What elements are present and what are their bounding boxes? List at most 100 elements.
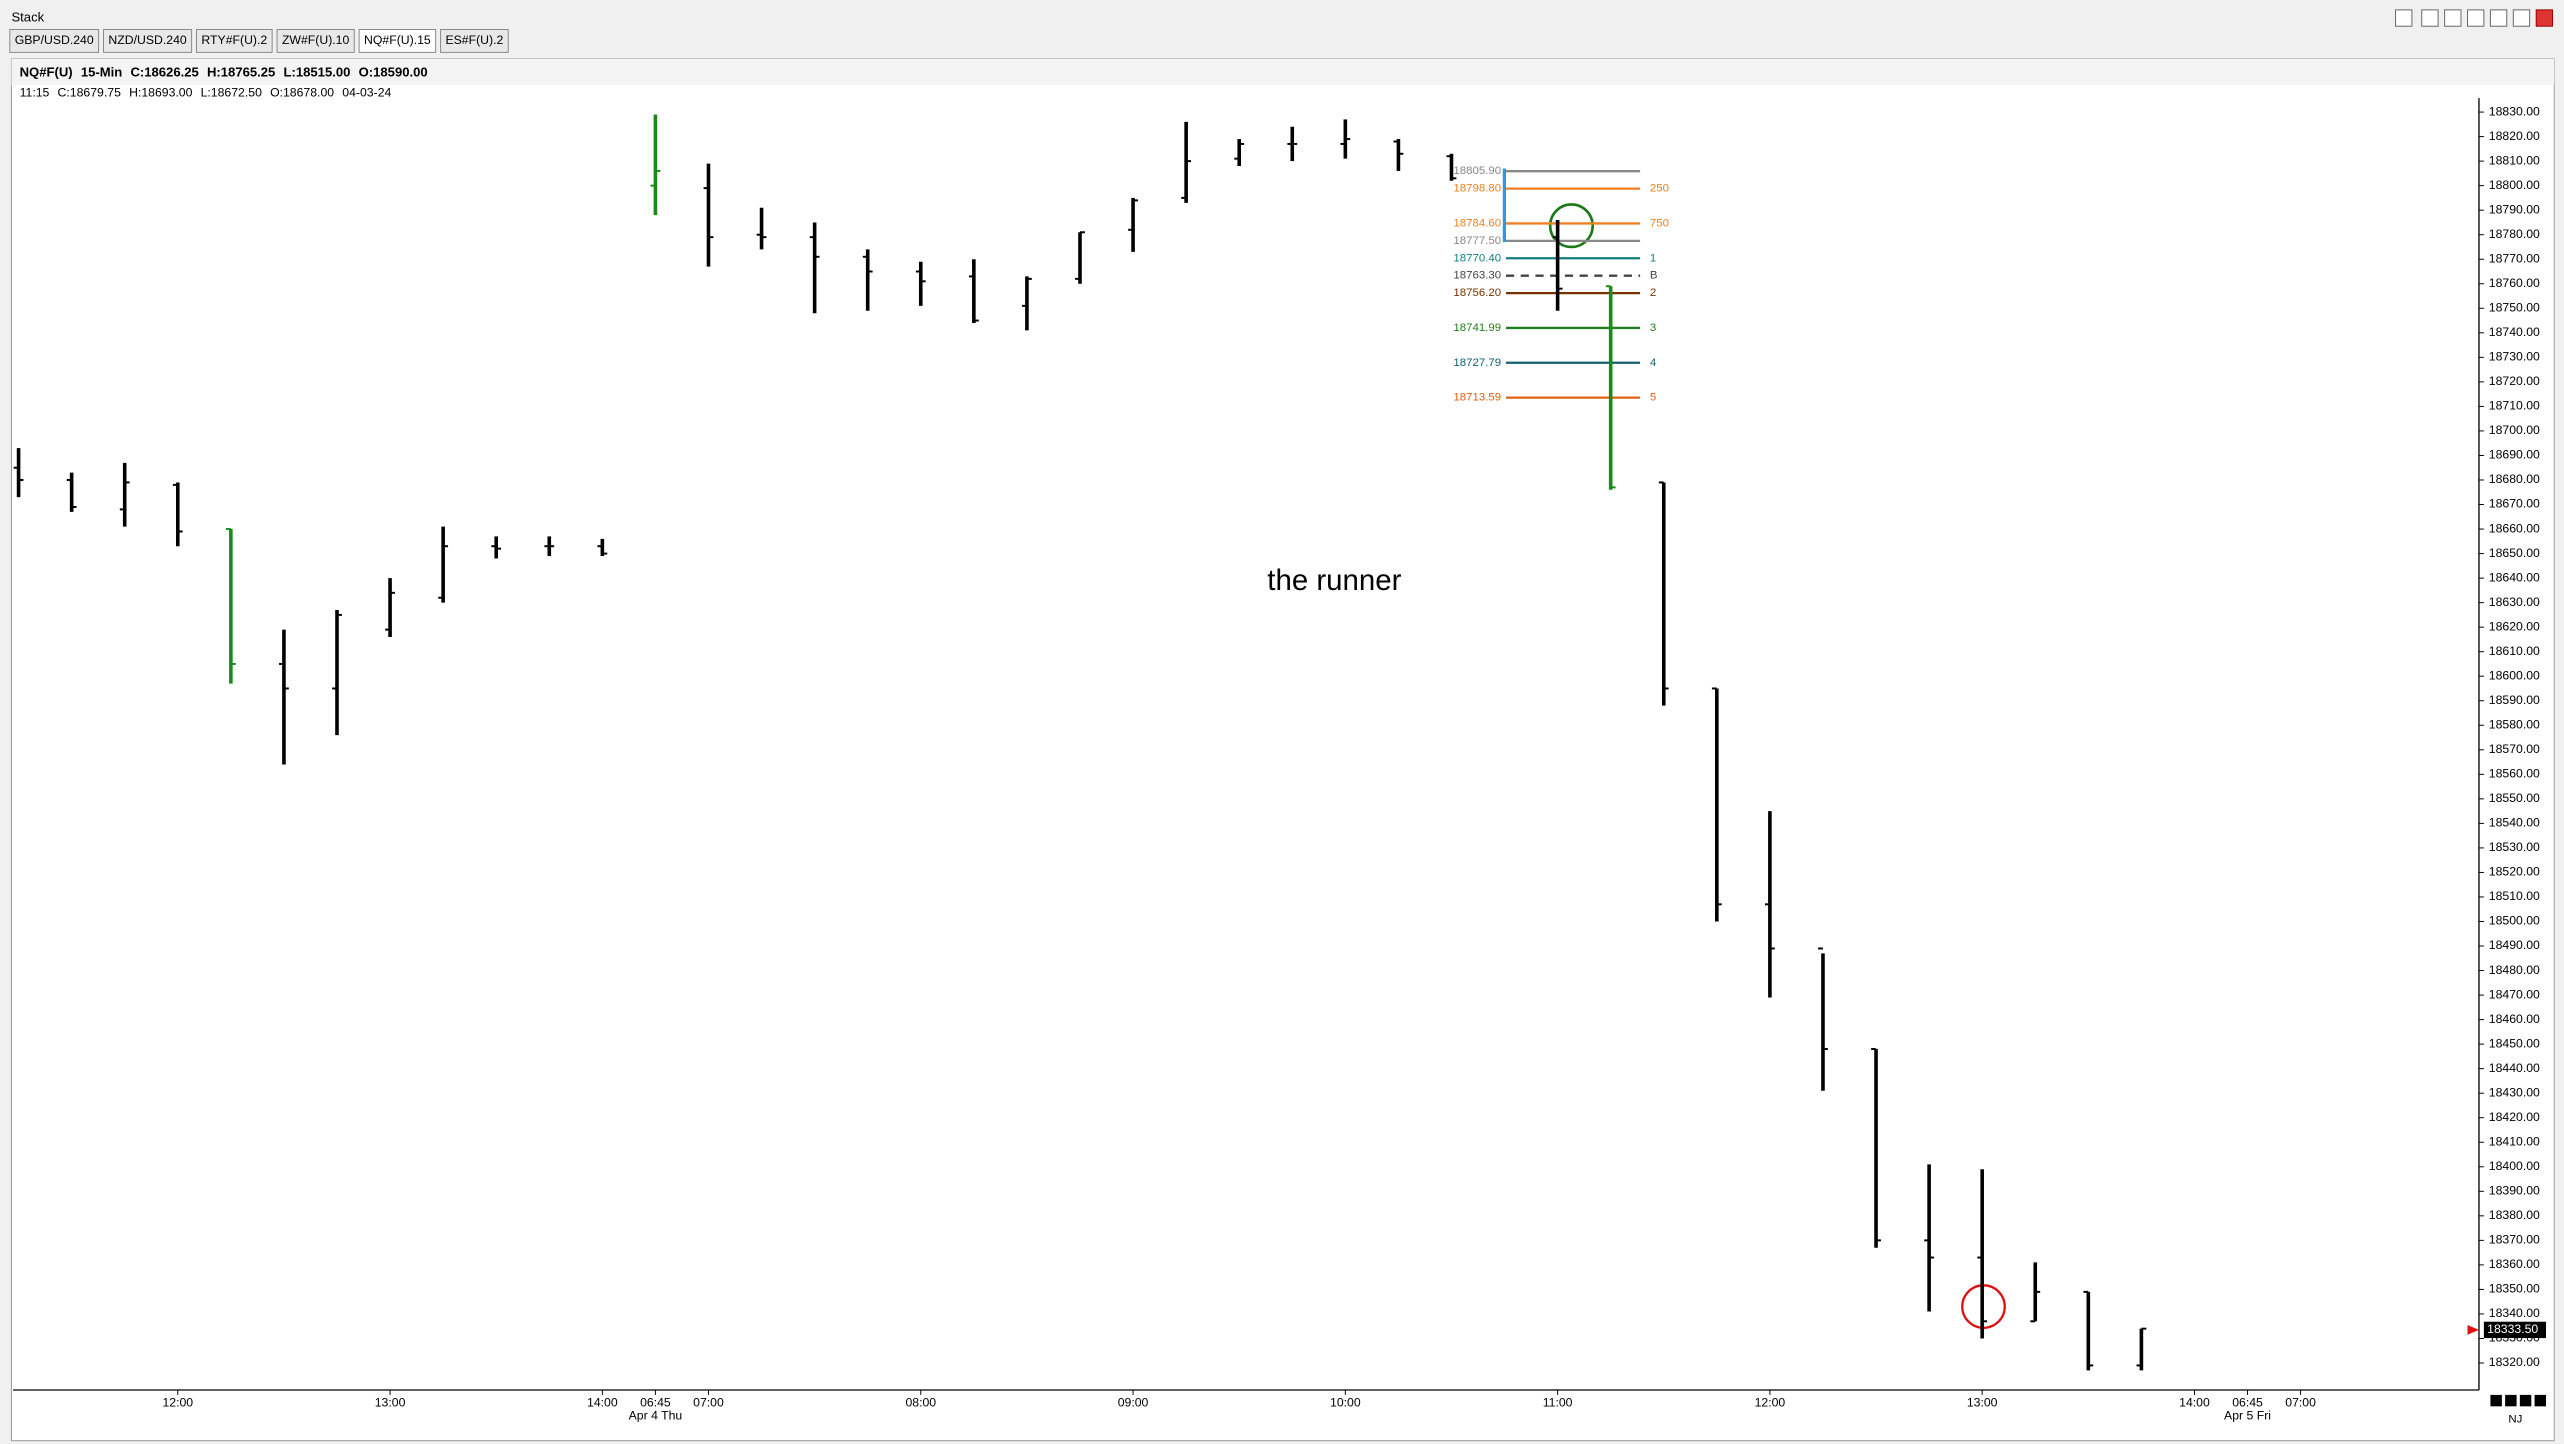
y-tick-label: 18430.00 (2489, 1085, 2540, 1099)
y-tick-label: 18400.00 (2489, 1159, 2540, 1173)
chart-panel (10, 58, 2555, 1442)
tab[interactable] (358, 29, 437, 53)
y-tick-label: 18530.00 (2489, 840, 2540, 854)
info-item: 04-03-24 (342, 85, 391, 99)
tab-label[interactable]: RTY#F(U).2 (201, 33, 267, 47)
y-tick-label: 18360.00 (2489, 1257, 2540, 1271)
level-tag: 3 (1650, 322, 1656, 334)
tab[interactable] (440, 29, 509, 53)
y-tick-label: 18760.00 (2489, 276, 2540, 290)
y-tick-label: 18460.00 (2489, 1012, 2540, 1026)
info-item: 11:15 (20, 85, 50, 99)
level-label: 18805.90 (1453, 165, 1501, 177)
y-tick-label: 18380.00 (2489, 1208, 2540, 1222)
x-tick-label: 10:00 (1330, 1395, 1361, 1409)
annotation: the runner (1267, 564, 1401, 597)
tab[interactable] (196, 29, 273, 53)
y-tick-label: 18650.00 (2489, 546, 2540, 560)
y-tick-label: 18480.00 (2489, 963, 2540, 977)
x-tick-label: 09:00 (1118, 1395, 1149, 1409)
y-tick-label: 18350.00 (2489, 1282, 2540, 1296)
level-tag: 250 (1650, 183, 1669, 195)
info-item: H:18693.00 (129, 85, 193, 99)
scroll-buttons[interactable] (2490, 1394, 2547, 1407)
window-controls[interactable] (2395, 9, 2554, 27)
info-item: NQ#F(U) (20, 65, 73, 80)
y-tick-label: 18700.00 (2489, 423, 2540, 437)
tab-label[interactable]: NZD/USD.240 (108, 33, 186, 47)
y-tick-label: 18660.00 (2489, 521, 2540, 535)
tab-label[interactable]: GBP/USD.240 (15, 33, 94, 47)
y-tick-label: 18560.00 (2489, 767, 2540, 781)
y-tick-label: 18620.00 (2489, 619, 2540, 633)
info-item: O:18678.00 (270, 85, 334, 99)
y-tick-label: 18710.00 (2489, 399, 2540, 413)
y-tick-label: 18520.00 (2489, 865, 2540, 879)
x-tick-label: 13:00 (375, 1395, 406, 1409)
x-tick-label: 12:00 (1755, 1395, 1786, 1409)
info-item: O:18590.00 (359, 65, 428, 80)
tab-label[interactable]: ZW#F(U).10 (282, 33, 350, 47)
y-tick-label: 18590.00 (2489, 693, 2540, 707)
level-label: 18777.50 (1453, 235, 1501, 247)
level-label: 18713.59 (1453, 392, 1501, 404)
x-tick-label: 14:00 (587, 1395, 618, 1409)
last-price-label: 18333.50 (2487, 1322, 2538, 1336)
tab[interactable] (103, 29, 193, 53)
y-tick-label: 18720.00 (2489, 374, 2540, 388)
y-tick-label: 18410.00 (2489, 1134, 2540, 1148)
x-tick-label: 11:00 (1543, 1395, 1573, 1409)
y-tick-label: 18500.00 (2489, 914, 2540, 928)
y-tick-label: 18770.00 (2489, 251, 2540, 265)
info-item: L:18515.00 (284, 65, 351, 80)
date-label: Apr 4 Thu (629, 1408, 683, 1422)
y-tick-label: 18600.00 (2489, 668, 2540, 682)
y-tick-label: 18470.00 (2489, 987, 2540, 1001)
tab[interactable] (276, 29, 355, 53)
x-tick-label: 07:00 (2285, 1395, 2316, 1409)
info-item: 15-Min (81, 65, 122, 80)
y-tick-label: 18680.00 (2489, 472, 2540, 486)
x-tick-label: 07:00 (693, 1395, 724, 1409)
y-tick-label: 18670.00 (2489, 497, 2540, 511)
level-tag: 750 (1650, 217, 1669, 229)
info-item: C:18679.75 (58, 85, 122, 99)
y-tick-label: 18370.00 (2489, 1233, 2540, 1247)
x-tick-label: 14:00 (2179, 1395, 2210, 1409)
level-label: 18784.60 (1453, 217, 1501, 229)
x-tick-label: 08:00 (905, 1395, 936, 1409)
y-tick-label: 18610.00 (2489, 644, 2540, 658)
y-tick-label: 18730.00 (2489, 350, 2540, 364)
y-tick-label: 18570.00 (2489, 742, 2540, 756)
y-tick-label: 18790.00 (2489, 202, 2540, 216)
date-label: Apr 5 Fri (2224, 1408, 2271, 1422)
y-tick-label: 18630.00 (2489, 595, 2540, 609)
y-tick-label: 18810.00 (2489, 153, 2540, 167)
info-bar (11, 58, 2555, 86)
y-tick-label: 18510.00 (2489, 889, 2540, 903)
x-tick-label: 13:00 (1967, 1395, 1998, 1409)
tab-label[interactable]: NQ#F(U).15 (364, 33, 431, 47)
y-tick-label: 18580.00 (2489, 718, 2540, 732)
tab[interactable] (9, 29, 100, 53)
y-tick-label: 18320.00 (2489, 1355, 2540, 1369)
y-tick-label: 18450.00 (2489, 1036, 2540, 1050)
tab-label[interactable]: ES#F(U).2 (445, 33, 503, 47)
x-tick-label: 06:45 (2232, 1395, 2263, 1409)
y-tick-label: 18780.00 (2489, 227, 2540, 241)
level-label: 18756.20 (1453, 287, 1501, 299)
last-price-box (2483, 1321, 2547, 1339)
last-price-arrow (2467, 1324, 2479, 1335)
y-tick-label: 18340.00 (2489, 1306, 2540, 1320)
level-tag: 2 (1650, 287, 1656, 299)
y-tick-label: 18640.00 (2489, 570, 2540, 584)
y-tick-label: 18750.00 (2489, 301, 2540, 315)
level-label: 18741.99 (1453, 322, 1501, 334)
window-title: Stack (11, 9, 44, 24)
green-circle-drawing (1548, 203, 1594, 249)
level-label: 18798.80 (1453, 183, 1501, 195)
y-tick-label: 18440.00 (2489, 1061, 2540, 1075)
level-tag: 4 (1650, 357, 1657, 369)
level-tag: 5 (1650, 392, 1656, 404)
info-line: 11:15 C:18679.75 H:18693.00 L:18672.50 O:186… (20, 85, 392, 99)
